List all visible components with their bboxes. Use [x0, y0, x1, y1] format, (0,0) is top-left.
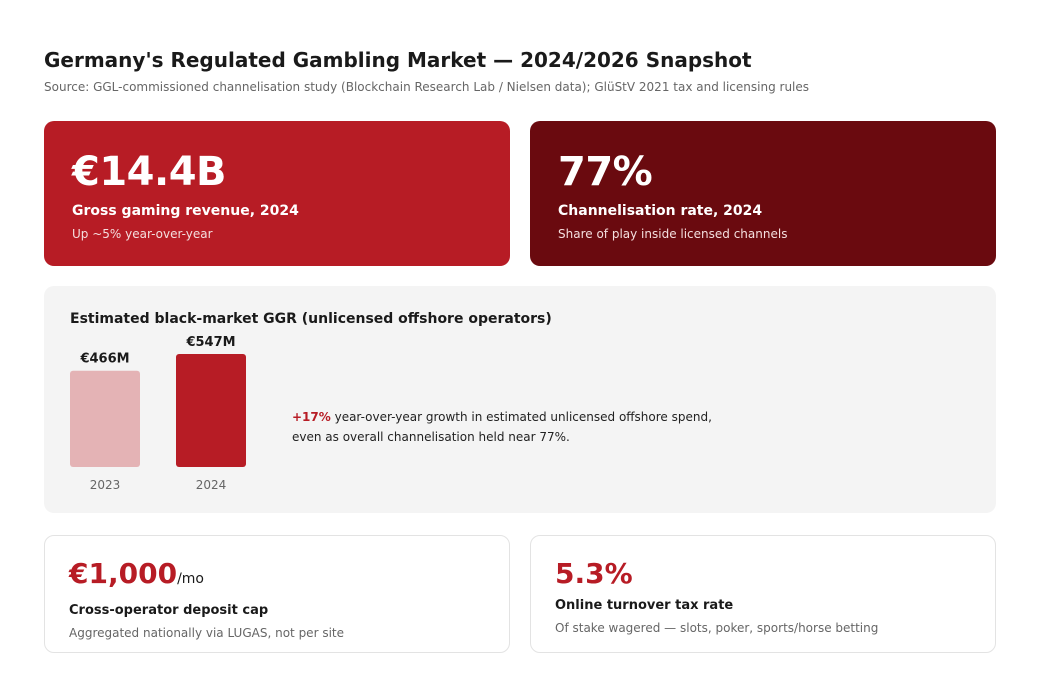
- bar-value-label-2023: €466M: [79, 352, 129, 367]
- kpi-sub-ggr: Up ~5% year-over-year: [72, 227, 213, 241]
- category-label-2023: 2023: [90, 478, 121, 492]
- source-note: Source: GGL-commissioned channelisation …: [44, 80, 810, 94]
- kpi-value-tax-rate: 5.3%: [555, 557, 633, 590]
- kpi-label-ggr: Gross gaming revenue, 2024: [72, 203, 299, 219]
- kpi-label-deposit-cap: Cross-operator deposit cap: [69, 603, 269, 618]
- kpi-card-tax-rate: 5.3% Online turnover tax rate Of stake w…: [530, 535, 996, 653]
- category-label-2024: 2024: [196, 478, 227, 492]
- kpi-sub-channelisation: Share of play inside licensed channels: [558, 227, 788, 241]
- kpi-card-channelisation: 77% Channelisation rate, 2024 Share of p…: [530, 121, 996, 266]
- deposit-cap-amount: €1,000: [69, 557, 178, 590]
- kpi-card-deposit-cap: €1,000/mo Cross-operator deposit cap Agg…: [44, 535, 510, 653]
- kpi-value-channelisation: 77%: [558, 149, 653, 195]
- kpi-label-channelisation: Channelisation rate, 2024: [558, 203, 763, 219]
- black-market-note: +17% year-over-year growth in estimated …: [292, 407, 722, 447]
- kpi-card-ggr: €14.4B Gross gaming revenue, 2024 Up ~5%…: [44, 121, 510, 266]
- kpi-value-ggr: €14.4B: [72, 149, 227, 195]
- kpi-value-deposit-cap: €1,000/mo: [69, 556, 485, 597]
- bar-value-label-2024: €547M: [185, 335, 235, 350]
- black-market-panel: Estimated black-market GGR (unlicensed o…: [44, 286, 996, 513]
- kpi-label-tax-rate: Online turnover tax rate: [555, 598, 734, 613]
- bar-2023: [70, 370, 140, 467]
- growth-accent: +17%: [292, 410, 331, 424]
- page-title: Germany's Regulated Gambling Market — 20…: [44, 48, 752, 72]
- growth-note-text: year-over-year growth in estimated unlic…: [330, 410, 712, 424]
- deposit-cap-unit: /mo: [177, 571, 204, 587]
- kpi-sub-tax-rate: Of stake wagered — slots, poker, sports/…: [555, 621, 879, 635]
- kpi-sub-deposit-cap: Aggregated nationally via LUGAS, not per…: [69, 626, 344, 640]
- black-market-bar-chart: €466M 2023 €547M 2024: [70, 335, 246, 492]
- bar-2024: [176, 354, 246, 467]
- black-market-title: Estimated black-market GGR (unlicensed o…: [70, 311, 552, 327]
- growth-note-text-2: even as overall channelisation held near…: [292, 430, 570, 444]
